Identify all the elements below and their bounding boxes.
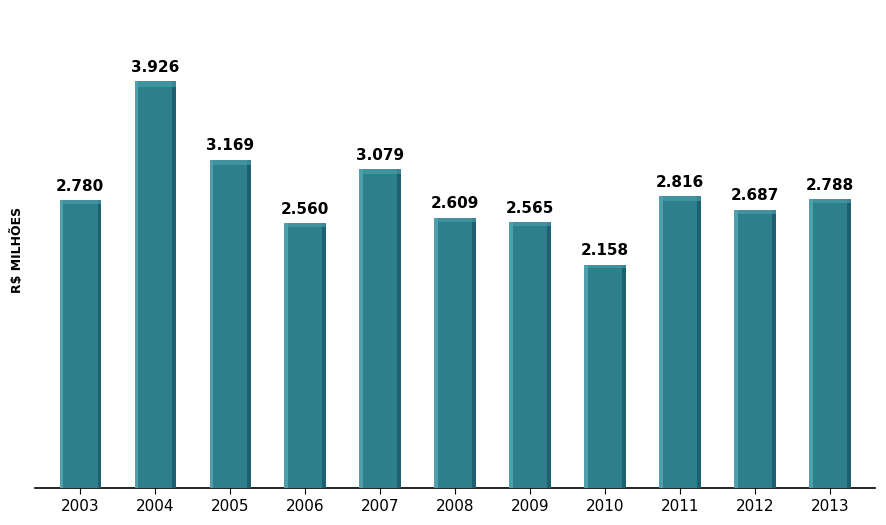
Bar	[847, 199, 851, 488]
Text: 3.926: 3.926	[131, 60, 179, 75]
Bar	[135, 81, 175, 87]
Bar	[472, 218, 476, 488]
Bar	[323, 223, 326, 488]
Bar	[509, 222, 550, 488]
Bar	[209, 160, 251, 164]
Bar	[659, 196, 663, 488]
Text: 2.158: 2.158	[581, 243, 629, 258]
Bar	[284, 223, 326, 227]
Bar	[135, 81, 138, 488]
Bar	[398, 169, 400, 488]
Text: 2.780: 2.780	[56, 178, 105, 194]
Bar	[59, 200, 101, 204]
Bar	[809, 199, 851, 488]
Bar	[360, 169, 400, 488]
Bar	[585, 265, 587, 488]
Bar	[585, 265, 626, 488]
Bar	[773, 209, 775, 488]
Bar	[509, 222, 513, 488]
Bar	[548, 222, 550, 488]
Bar	[434, 218, 438, 488]
Bar	[284, 223, 326, 488]
Bar	[135, 81, 175, 488]
Bar	[284, 223, 288, 488]
Bar	[659, 196, 701, 488]
Bar	[247, 160, 251, 488]
Bar	[659, 196, 701, 201]
Bar	[734, 209, 775, 214]
Bar	[734, 209, 738, 488]
Bar	[734, 209, 775, 488]
Bar	[622, 265, 626, 488]
Text: 2.560: 2.560	[281, 202, 330, 217]
Text: 2.816: 2.816	[656, 175, 704, 190]
Bar	[360, 169, 400, 174]
Bar	[173, 81, 175, 488]
Bar	[434, 218, 476, 488]
Bar	[59, 200, 63, 488]
Text: 3.079: 3.079	[356, 148, 404, 163]
Text: 2.565: 2.565	[506, 201, 555, 216]
Text: 3.169: 3.169	[206, 139, 254, 153]
Bar	[434, 218, 476, 222]
Bar	[809, 199, 851, 204]
Text: 2.687: 2.687	[731, 188, 779, 203]
Bar	[509, 222, 550, 226]
Text: 2.788: 2.788	[805, 178, 854, 193]
Bar	[59, 200, 101, 488]
Bar	[360, 169, 362, 488]
Bar	[209, 160, 251, 488]
Bar	[697, 196, 701, 488]
Bar	[585, 265, 626, 268]
Bar	[209, 160, 213, 488]
Bar	[809, 199, 812, 488]
Text: 2.609: 2.609	[431, 196, 479, 212]
Y-axis label: R$ MILHÕES: R$ MILHÕES	[12, 207, 24, 293]
Bar	[97, 200, 101, 488]
